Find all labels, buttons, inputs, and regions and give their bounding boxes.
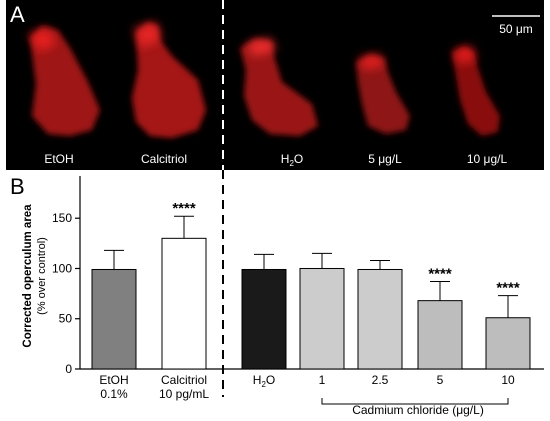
scale-bar-label: 50 μm	[499, 22, 533, 36]
x-tick-label: Calcitriol	[161, 373, 207, 387]
y-axis-ticks: 0 50 100 150	[52, 211, 80, 376]
x-tick-label: 10	[501, 373, 515, 387]
significance-marker: ****	[172, 200, 196, 217]
x-tick-label: EtOH	[99, 373, 128, 387]
micrograph-calcitriol	[132, 22, 206, 138]
significance-marker: ****	[428, 266, 452, 283]
panel-a-label: A	[10, 2, 25, 27]
bar	[161, 237, 207, 370]
y-axis-title: Corrected operculum area	[22, 204, 34, 348]
y-tick-label: 0	[65, 362, 72, 376]
caption-etoh: EtOH	[44, 152, 73, 166]
y-tick-label: 50	[59, 312, 73, 326]
micrograph-h2o	[240, 38, 318, 136]
bar	[357, 268, 403, 370]
caption-10ug: 10 μg/L	[467, 152, 508, 166]
x-tick-sublabel: 0.1%	[100, 387, 128, 401]
x-tick-label: 2.5	[372, 373, 389, 387]
bar	[417, 300, 463, 370]
x-tick-label: 5	[437, 373, 444, 387]
x-tick-sublabel: 10 pg/mL	[159, 387, 209, 401]
panel-b-label: B	[10, 174, 25, 199]
caption-calcitriol: Calcitriol	[141, 152, 187, 166]
y-tick-label: 100	[52, 261, 72, 275]
micrograph-10ug	[452, 46, 500, 136]
bar	[299, 267, 345, 370]
x-tick-label: 1	[319, 373, 326, 387]
cadmium-bracket	[321, 398, 509, 405]
y-axis-subtitle: (% over control)	[36, 237, 48, 315]
x-tick-label: H2O	[253, 373, 275, 389]
caption-5ug: 5 μg/L	[368, 152, 402, 166]
micrograph-5ug	[356, 54, 410, 134]
y-tick-label: 150	[52, 211, 72, 225]
bar	[241, 268, 287, 370]
cadmium-label: Cadmium chloride (μg/L)	[352, 403, 484, 417]
bar	[91, 268, 137, 370]
caption-h2o: H2O	[281, 152, 303, 168]
bars: **** **** ****	[91, 200, 531, 370]
micrograph-etoh	[28, 26, 100, 136]
significance-marker: ****	[496, 280, 520, 297]
bar	[485, 317, 531, 370]
